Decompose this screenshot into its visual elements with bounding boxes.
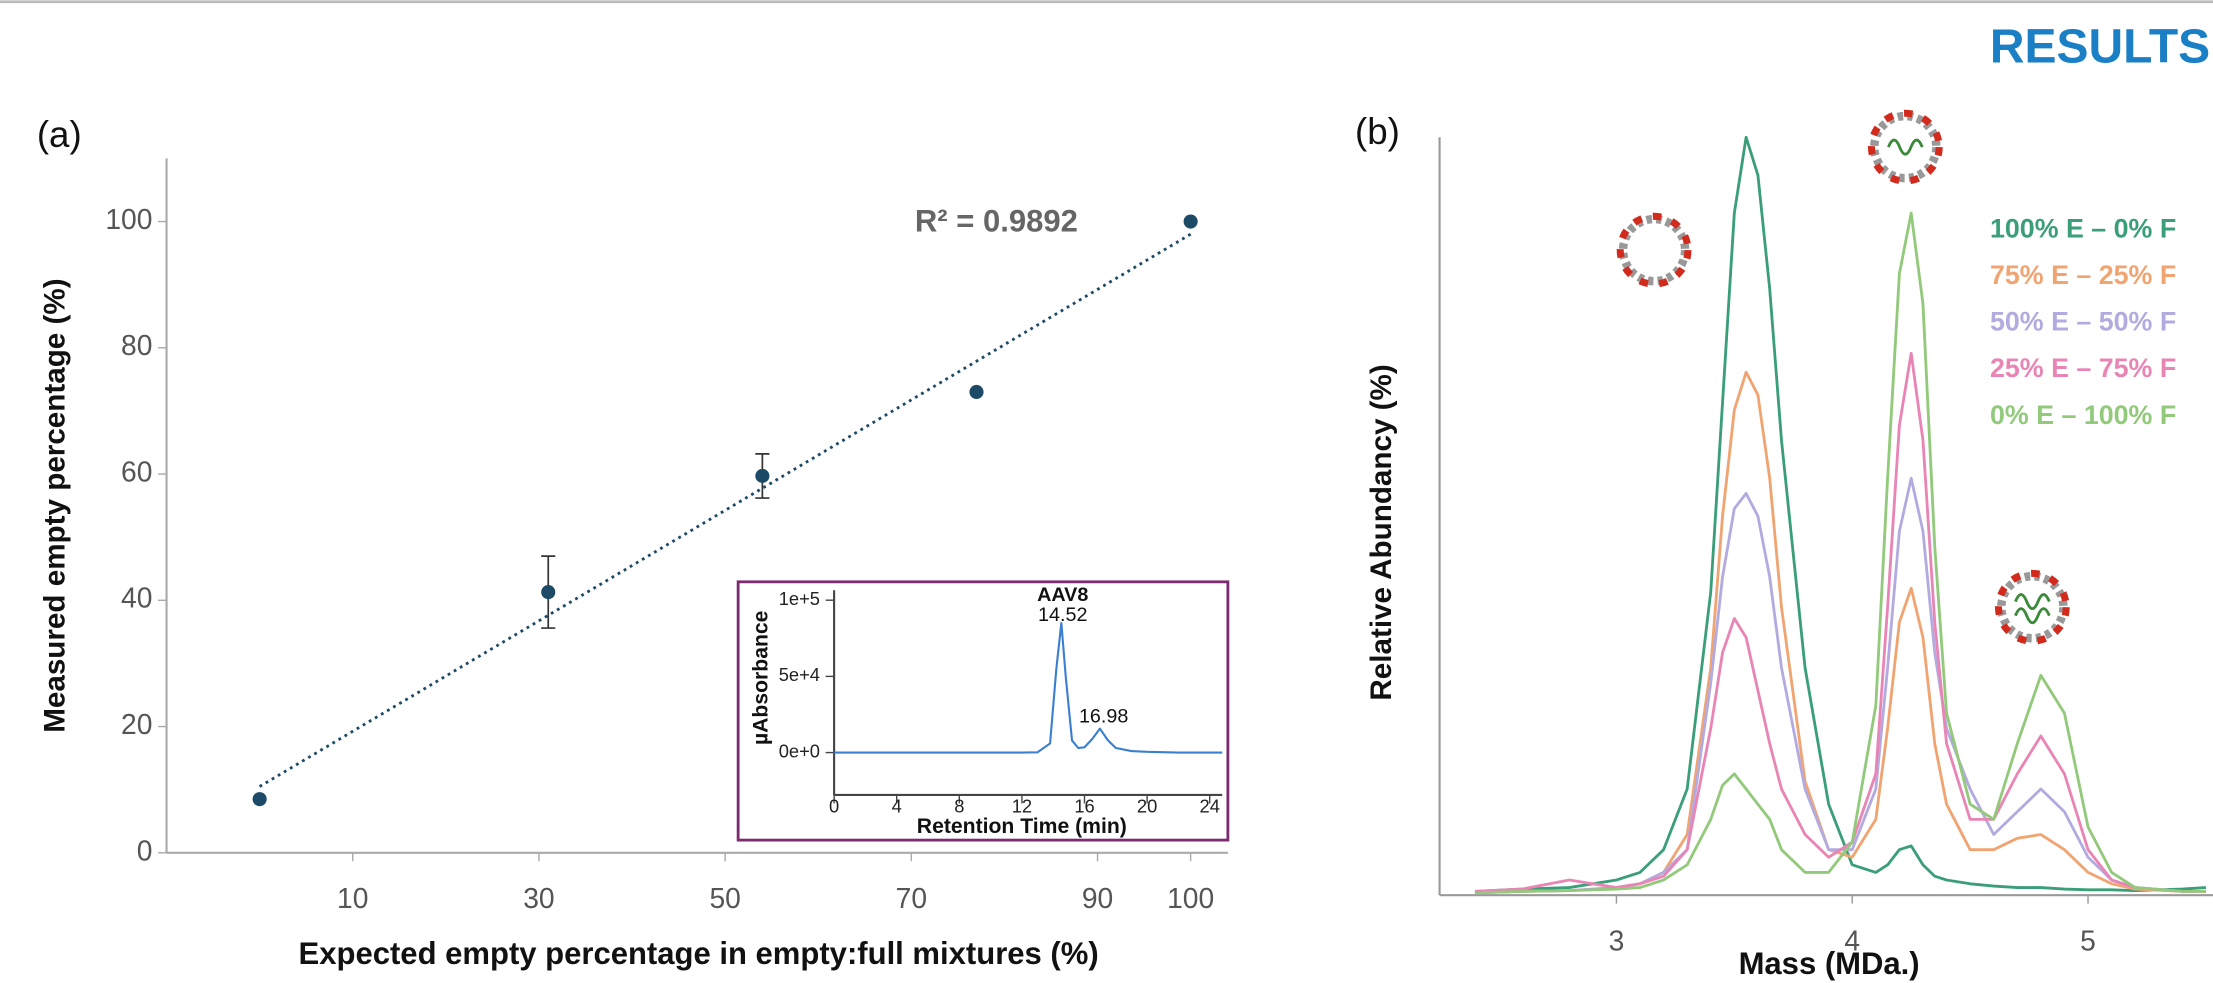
series-line <box>1474 135 2207 893</box>
y-tick-label: 80 <box>121 329 152 361</box>
x-tick-label: 70 <box>896 882 927 914</box>
section-title: RESULTS <box>1990 20 2210 73</box>
capsid-icon-overfull <box>1994 569 2070 645</box>
r-squared: R² = 0.9892 <box>915 204 1078 239</box>
x-axis-label: Retention Time (min) <box>917 815 1127 838</box>
peak-label: 16.98 <box>1079 706 1128 728</box>
capsid-icon-empty <box>1616 212 1692 288</box>
x-axis-label: Expected empty percentage in empty:full … <box>299 936 1099 971</box>
series-line <box>1474 351 2206 893</box>
x-tick-label: 10 <box>337 882 368 914</box>
inset-frame <box>736 580 1230 842</box>
y-tick-label: 5e+4 <box>779 664 820 685</box>
series-line <box>834 621 1223 754</box>
x-tick-label: 20 <box>1137 795 1157 816</box>
x-tick-label: 0 <box>829 795 839 816</box>
legend-entry: 0% E – 100% F <box>1990 400 2176 430</box>
x-tick-label: 100 <box>1167 882 1214 914</box>
y-tick-label: 100 <box>105 203 152 235</box>
legend-entry: 100% E – 0% F <box>1990 213 2176 243</box>
legend-entry: 75% E – 25% F <box>1990 260 2176 290</box>
x-tick-label: 24 <box>1200 795 1220 816</box>
y-axis-label: µAbsorbance <box>750 610 773 745</box>
panel-label: (a) <box>37 114 82 155</box>
x-tick-label: 12 <box>1012 795 1032 816</box>
panel-label: (b) <box>1355 111 1400 152</box>
inset-title: AAV8 <box>1037 584 1088 606</box>
x-tick-label: 30 <box>523 882 554 914</box>
x-tick-label: 50 <box>709 882 740 914</box>
x-tick-label: 5 <box>2080 925 2096 957</box>
x-tick-label: 8 <box>954 795 964 816</box>
y-axis-label: Measured empty percentage (%) <box>38 278 71 732</box>
point <box>252 792 267 807</box>
y-tick-label: 0e+0 <box>779 740 820 761</box>
point <box>755 468 770 484</box>
legend-entry: 25% E – 75% F <box>1990 353 2176 383</box>
point <box>1183 214 1198 229</box>
x-tick-label: 16 <box>1074 795 1094 816</box>
y-axis-label: Relative Abundancy (%) <box>1365 364 1398 700</box>
y-tick-label: 20 <box>121 708 152 740</box>
y-tick-label: 0 <box>137 834 153 866</box>
point <box>969 384 984 400</box>
y-tick-label: 40 <box>121 582 152 614</box>
x-axis-label: Mass (MDa.) <box>1739 946 1920 981</box>
series-line <box>1474 211 2206 895</box>
capsid-icon-full <box>1867 109 1943 185</box>
x-tick-label: 4 <box>892 795 902 816</box>
x-tick-label: 90 <box>1082 882 1113 914</box>
x-tick-label: 3 <box>1609 925 1625 957</box>
series-line <box>1474 370 2206 895</box>
peak-label: 14.52 <box>1038 604 1087 626</box>
legend-entry: 50% E – 50% F <box>1990 307 2176 337</box>
y-tick-label: 60 <box>121 456 152 488</box>
y-tick-label: 1e+5 <box>779 588 820 609</box>
point <box>541 585 556 600</box>
x-tick-label: 4 <box>1844 925 1860 957</box>
